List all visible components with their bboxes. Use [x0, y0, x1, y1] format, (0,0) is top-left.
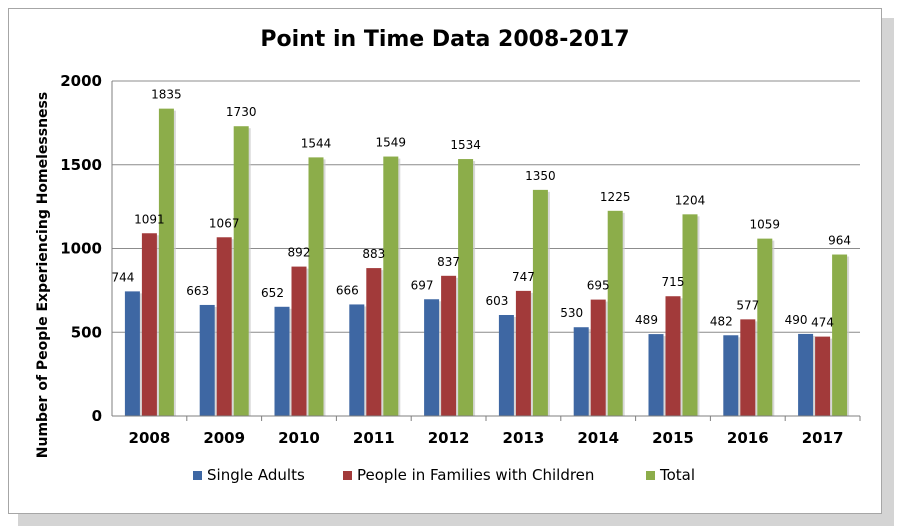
x-tick-label: 2017 — [802, 429, 844, 447]
data-label: 747 — [512, 270, 535, 284]
bar — [532, 189, 548, 416]
x-tick-label: 2014 — [577, 429, 619, 447]
data-label: 1225 — [600, 190, 631, 204]
data-labels: 744 1091 1835 663 1067 1730 652 892 1544 666 883 15… — [111, 88, 851, 330]
data-label: 1534 — [450, 138, 481, 152]
bar — [757, 238, 773, 416]
y-tick-label: 2000 — [60, 72, 102, 90]
data-label: 1091 — [134, 212, 165, 226]
bar — [573, 327, 589, 416]
bar — [458, 159, 474, 416]
bar — [216, 237, 232, 416]
bar — [498, 314, 514, 416]
bar — [158, 108, 174, 416]
data-label: 964 — [828, 234, 851, 248]
data-label: 1549 — [376, 136, 407, 150]
bar — [607, 210, 623, 416]
bar — [740, 319, 756, 416]
data-label: 663 — [186, 284, 209, 298]
x-tick-label: 2009 — [203, 429, 245, 447]
y-tick-label: 1000 — [60, 240, 102, 258]
x-tick-label: 2010 — [278, 429, 320, 447]
data-label: 837 — [437, 255, 460, 269]
data-label: 697 — [411, 278, 434, 292]
bar — [383, 156, 399, 417]
data-label: 883 — [362, 247, 385, 261]
bar — [141, 233, 157, 416]
data-label: 1350 — [525, 169, 556, 183]
data-label: 744 — [111, 270, 134, 284]
data-label: 530 — [560, 306, 583, 320]
bar — [665, 296, 681, 416]
data-label: 474 — [811, 316, 834, 330]
legend-swatch — [343, 471, 352, 480]
y-axis-label: Number of People Experiencing Homelessne… — [35, 92, 51, 458]
bars — [124, 108, 850, 417]
chart-title: Point in Time Data 2008-2017 — [260, 27, 629, 52]
legend-entry: Single Adults — [207, 466, 305, 484]
legend-swatch — [193, 471, 202, 480]
bar — [832, 254, 848, 416]
data-label: 1059 — [750, 218, 781, 232]
x-tick-label: 2008 — [129, 429, 171, 447]
bar — [274, 306, 290, 416]
data-label: 603 — [485, 294, 508, 308]
bar — [648, 334, 664, 416]
data-label: 1730 — [226, 105, 257, 119]
bar — [815, 336, 831, 416]
bar — [124, 291, 140, 416]
x-tick-label: 2016 — [727, 429, 769, 447]
bar — [798, 333, 814, 416]
y-tick-label: 0 — [92, 407, 102, 425]
x-tick-label: 2013 — [503, 429, 545, 447]
data-label: 1835 — [151, 88, 182, 102]
legend-swatch — [646, 471, 655, 480]
data-label: 1067 — [209, 216, 240, 230]
bar — [366, 268, 382, 416]
data-label: 489 — [635, 313, 658, 327]
data-label: 1544 — [301, 136, 332, 150]
bar — [723, 335, 739, 416]
bar — [424, 299, 440, 416]
data-label: 577 — [736, 298, 759, 312]
data-label: 715 — [662, 275, 685, 289]
data-label: 892 — [288, 246, 311, 260]
axes: 0 500 1000 1500 2000 2008 2009 2010 2011 2012 2013… — [60, 72, 861, 447]
bar — [441, 275, 457, 416]
y-tick-label: 1500 — [60, 156, 102, 174]
y-tick-label: 500 — [71, 323, 102, 341]
legend-entry: People in Families with Children — [357, 466, 594, 484]
bar — [349, 304, 365, 416]
data-label: 482 — [710, 314, 733, 328]
x-tick-label: 2015 — [652, 429, 694, 447]
legend-entry: Total — [659, 466, 695, 484]
data-label: 666 — [336, 283, 359, 297]
bar — [233, 126, 249, 416]
bar — [199, 304, 215, 416]
bar — [682, 214, 698, 416]
x-tick-label: 2011 — [353, 429, 395, 447]
data-label: 695 — [587, 279, 610, 293]
data-label: 1204 — [675, 193, 706, 207]
x-tick-label: 2012 — [428, 429, 470, 447]
data-label: 652 — [261, 286, 284, 300]
data-label: 490 — [785, 313, 808, 327]
bar — [291, 266, 307, 416]
legend: Single Adults People in Families with Chi… — [193, 466, 695, 484]
bar — [308, 157, 324, 416]
bar — [515, 290, 531, 416]
bar — [590, 299, 606, 416]
